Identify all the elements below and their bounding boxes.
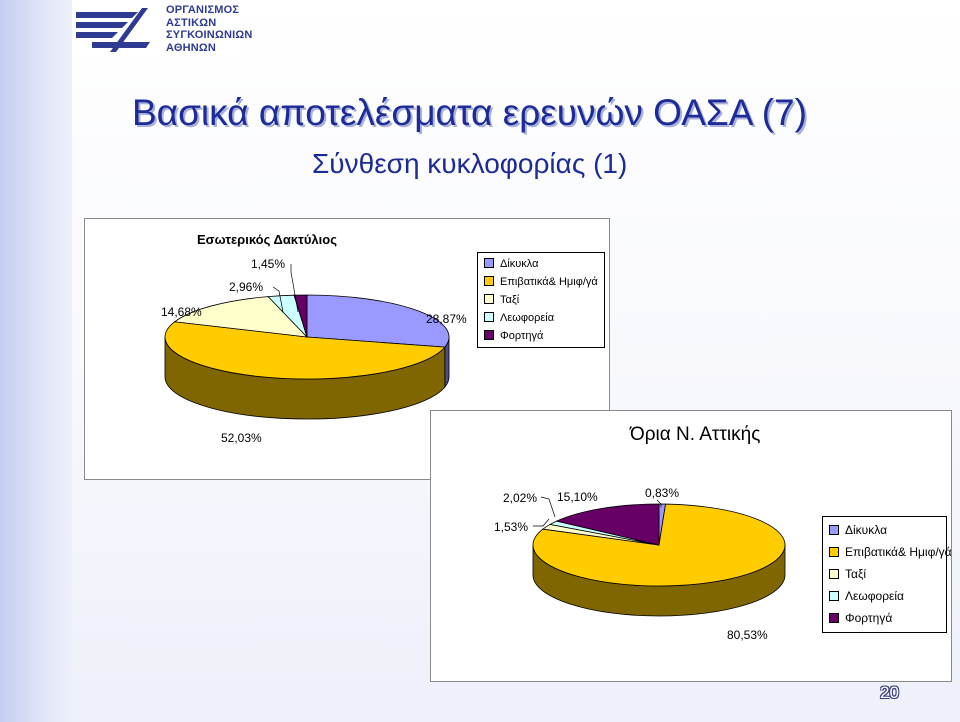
pie-slice — [306, 294, 450, 348]
data-label: 2,96% — [229, 280, 263, 294]
legend-item: Φορτηγά — [829, 612, 892, 626]
legend-label: Φορτηγά — [500, 330, 544, 342]
slide-title: Βασικά αποτελέσματα ερευνών ΟΑΣΑ (7) — [132, 92, 807, 133]
legend-label: Δίκυκλα — [500, 258, 539, 270]
pie-top-faces — [532, 503, 786, 587]
legend-item: Δίκυκλα — [829, 524, 887, 538]
logo-wordmark: ΟΡΓΑΝΙΣΜΟΣ ΑΣΤΙΚΩΝ ΣΥΓΚΟΙΝΩΝΙΩΝ ΑΘΗΝΩΝ — [166, 4, 326, 54]
label-leader-line — [272, 286, 284, 313]
legend-label: Ταξί — [845, 567, 866, 581]
legend-item: Επιβατικά& Ημιφ/γά — [829, 546, 952, 560]
page-number: 20 — [880, 683, 899, 702]
chart-legend: Δίκυκλα Επιβατικά& Ημιφ/γά Ταξί Λεωφορεί… — [477, 252, 605, 348]
legend-swatch — [829, 612, 839, 623]
logo-line: ΣΥΓΚΟΙΝΩΝΙΩΝ — [166, 29, 253, 41]
legend-swatch — [484, 312, 494, 323]
data-label: 52,03% — [221, 431, 262, 445]
pie-slice — [173, 296, 309, 338]
oasa-logo: ΟΡΓΑΝΙΣΜΟΣ ΑΣΤΙΚΩΝ ΣΥΓΚΟΙΝΩΝΙΩΝ ΑΘΗΝΩΝ — [72, 0, 252, 58]
legend-label: Λεωφορεία — [500, 312, 555, 324]
label-leader-line — [533, 518, 550, 527]
legend-swatch — [484, 294, 494, 305]
logo-line: ΟΡΓΑΝΙΣΜΟΣ — [166, 4, 240, 16]
logo-line: ΑΘΗΝΩΝ — [166, 41, 217, 54]
legend-swatch — [484, 330, 494, 341]
legend-label: Ταξί — [500, 294, 520, 306]
pie-slice — [555, 503, 660, 546]
legend-item: Δίκυκλα — [484, 258, 539, 272]
legend-item: Λεωφορεία — [829, 590, 904, 604]
pie-slice — [164, 321, 446, 380]
label-leader-line — [656, 499, 662, 507]
data-label: 14,68% — [161, 305, 202, 319]
legend-swatch — [829, 568, 839, 579]
legend-swatch — [829, 590, 839, 601]
legend-swatch — [484, 276, 494, 287]
attica-boundary-chart-panel: 0,83% 80,53% 2,02% 1,53% 15,10% Δίκυκλα Επιβ… — [430, 410, 952, 682]
logo-line: ΑΣΤΙΚΩΝ — [166, 16, 217, 29]
legend-swatch — [484, 258, 494, 269]
chart-title: Όρια Ν. Αττικής — [630, 424, 761, 445]
data-label: 0,83% — [645, 486, 679, 500]
legend-item: Ταξί — [829, 568, 866, 582]
data-label: 1,45% — [251, 257, 285, 271]
chart-legend: Δίκυκλα Επιβατικά& Ημιφ/γά Ταξί Λεωφορεί… — [822, 516, 952, 633]
legend-item: Ταξί — [484, 294, 519, 308]
internal-ring-pie-chart: Εσωτερικός Δακτύλιος 28,87% 52,03% 14,68% 2… — [161, 232, 467, 445]
legend-label: Λεωφορεία — [845, 589, 904, 603]
data-label: 28,87% — [426, 312, 467, 326]
legend-item: Επιβατικά& Ημιφ/γά — [484, 276, 598, 290]
data-label: 80,53% — [727, 628, 768, 642]
legend-label: Επιβατικά& Ημιφ/γά — [845, 545, 952, 559]
left-decorative-band — [0, 0, 72, 722]
legend-swatch — [829, 546, 839, 557]
attica-boundary-pie-chart: 0,83% 80,53% 2,02% 1,53% 15,10% — [494, 486, 786, 642]
legend-item: Λεωφορεία — [484, 312, 554, 326]
legend-label: Επιβατικά& Ημιφ/γά — [500, 276, 598, 288]
pie-slice — [293, 294, 308, 338]
data-label: 15,10% — [557, 490, 598, 504]
legend-item: Φορτηγά — [484, 330, 543, 344]
chart-title: Εσωτερικός Δακτύλιος — [197, 232, 337, 247]
legend-swatch — [829, 524, 839, 535]
data-label: 2,02% — [503, 491, 537, 505]
pie-top-faces — [164, 294, 450, 380]
data-label: 1,53% — [494, 520, 528, 534]
label-leader-line — [290, 264, 299, 313]
oasa-logo-mark — [76, 8, 150, 52]
slide-subtitle: Σύνθεση κυκλοφορίας (1) — [312, 148, 628, 179]
legend-label: Φορτηγά — [845, 611, 893, 625]
legend-label: Δίκυκλα — [845, 523, 887, 537]
label-leader-line — [540, 496, 556, 518]
